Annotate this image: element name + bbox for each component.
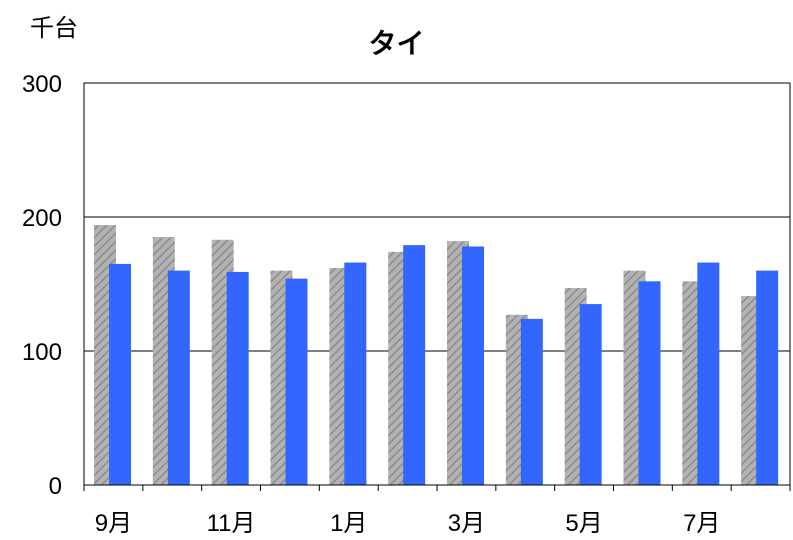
bar-series-2 bbox=[344, 262, 367, 485]
labels-layer: 0 100 200 300 9月 11月 1月 3月 5月 7月 bbox=[22, 71, 720, 537]
bar-series-2 bbox=[756, 270, 779, 485]
bar-series-2 bbox=[285, 278, 308, 485]
bar-series-2 bbox=[520, 318, 543, 485]
bar-series-2 bbox=[226, 271, 249, 485]
axis-layer bbox=[83, 484, 791, 491]
y-tick-label: 200 bbox=[22, 205, 62, 232]
y-unit-label: 千台 bbox=[30, 15, 78, 42]
y-tick-label: 300 bbox=[22, 71, 62, 98]
bar-series-2 bbox=[109, 263, 131, 485]
x-tick-label: 3月 bbox=[448, 510, 485, 537]
bar-series-2 bbox=[462, 246, 484, 485]
bar-series-2 bbox=[638, 281, 661, 485]
x-tick-label: 11月 bbox=[207, 510, 256, 537]
x-tick-label: 5月 bbox=[565, 510, 602, 537]
x-tick-label: 7月 bbox=[683, 510, 720, 537]
y-tick-label: 100 bbox=[22, 339, 62, 366]
chart-title: タイ bbox=[368, 28, 425, 59]
bar-series-2 bbox=[403, 245, 426, 485]
x-tick-label: 1月 bbox=[330, 510, 367, 537]
x-tick-label: 9月 bbox=[95, 510, 132, 537]
bar-series-2 bbox=[697, 262, 720, 485]
bar-series-2 bbox=[579, 304, 602, 485]
y-tick-label: 0 bbox=[49, 473, 62, 500]
bars-layer bbox=[94, 225, 779, 486]
bar-series-2 bbox=[167, 270, 190, 485]
